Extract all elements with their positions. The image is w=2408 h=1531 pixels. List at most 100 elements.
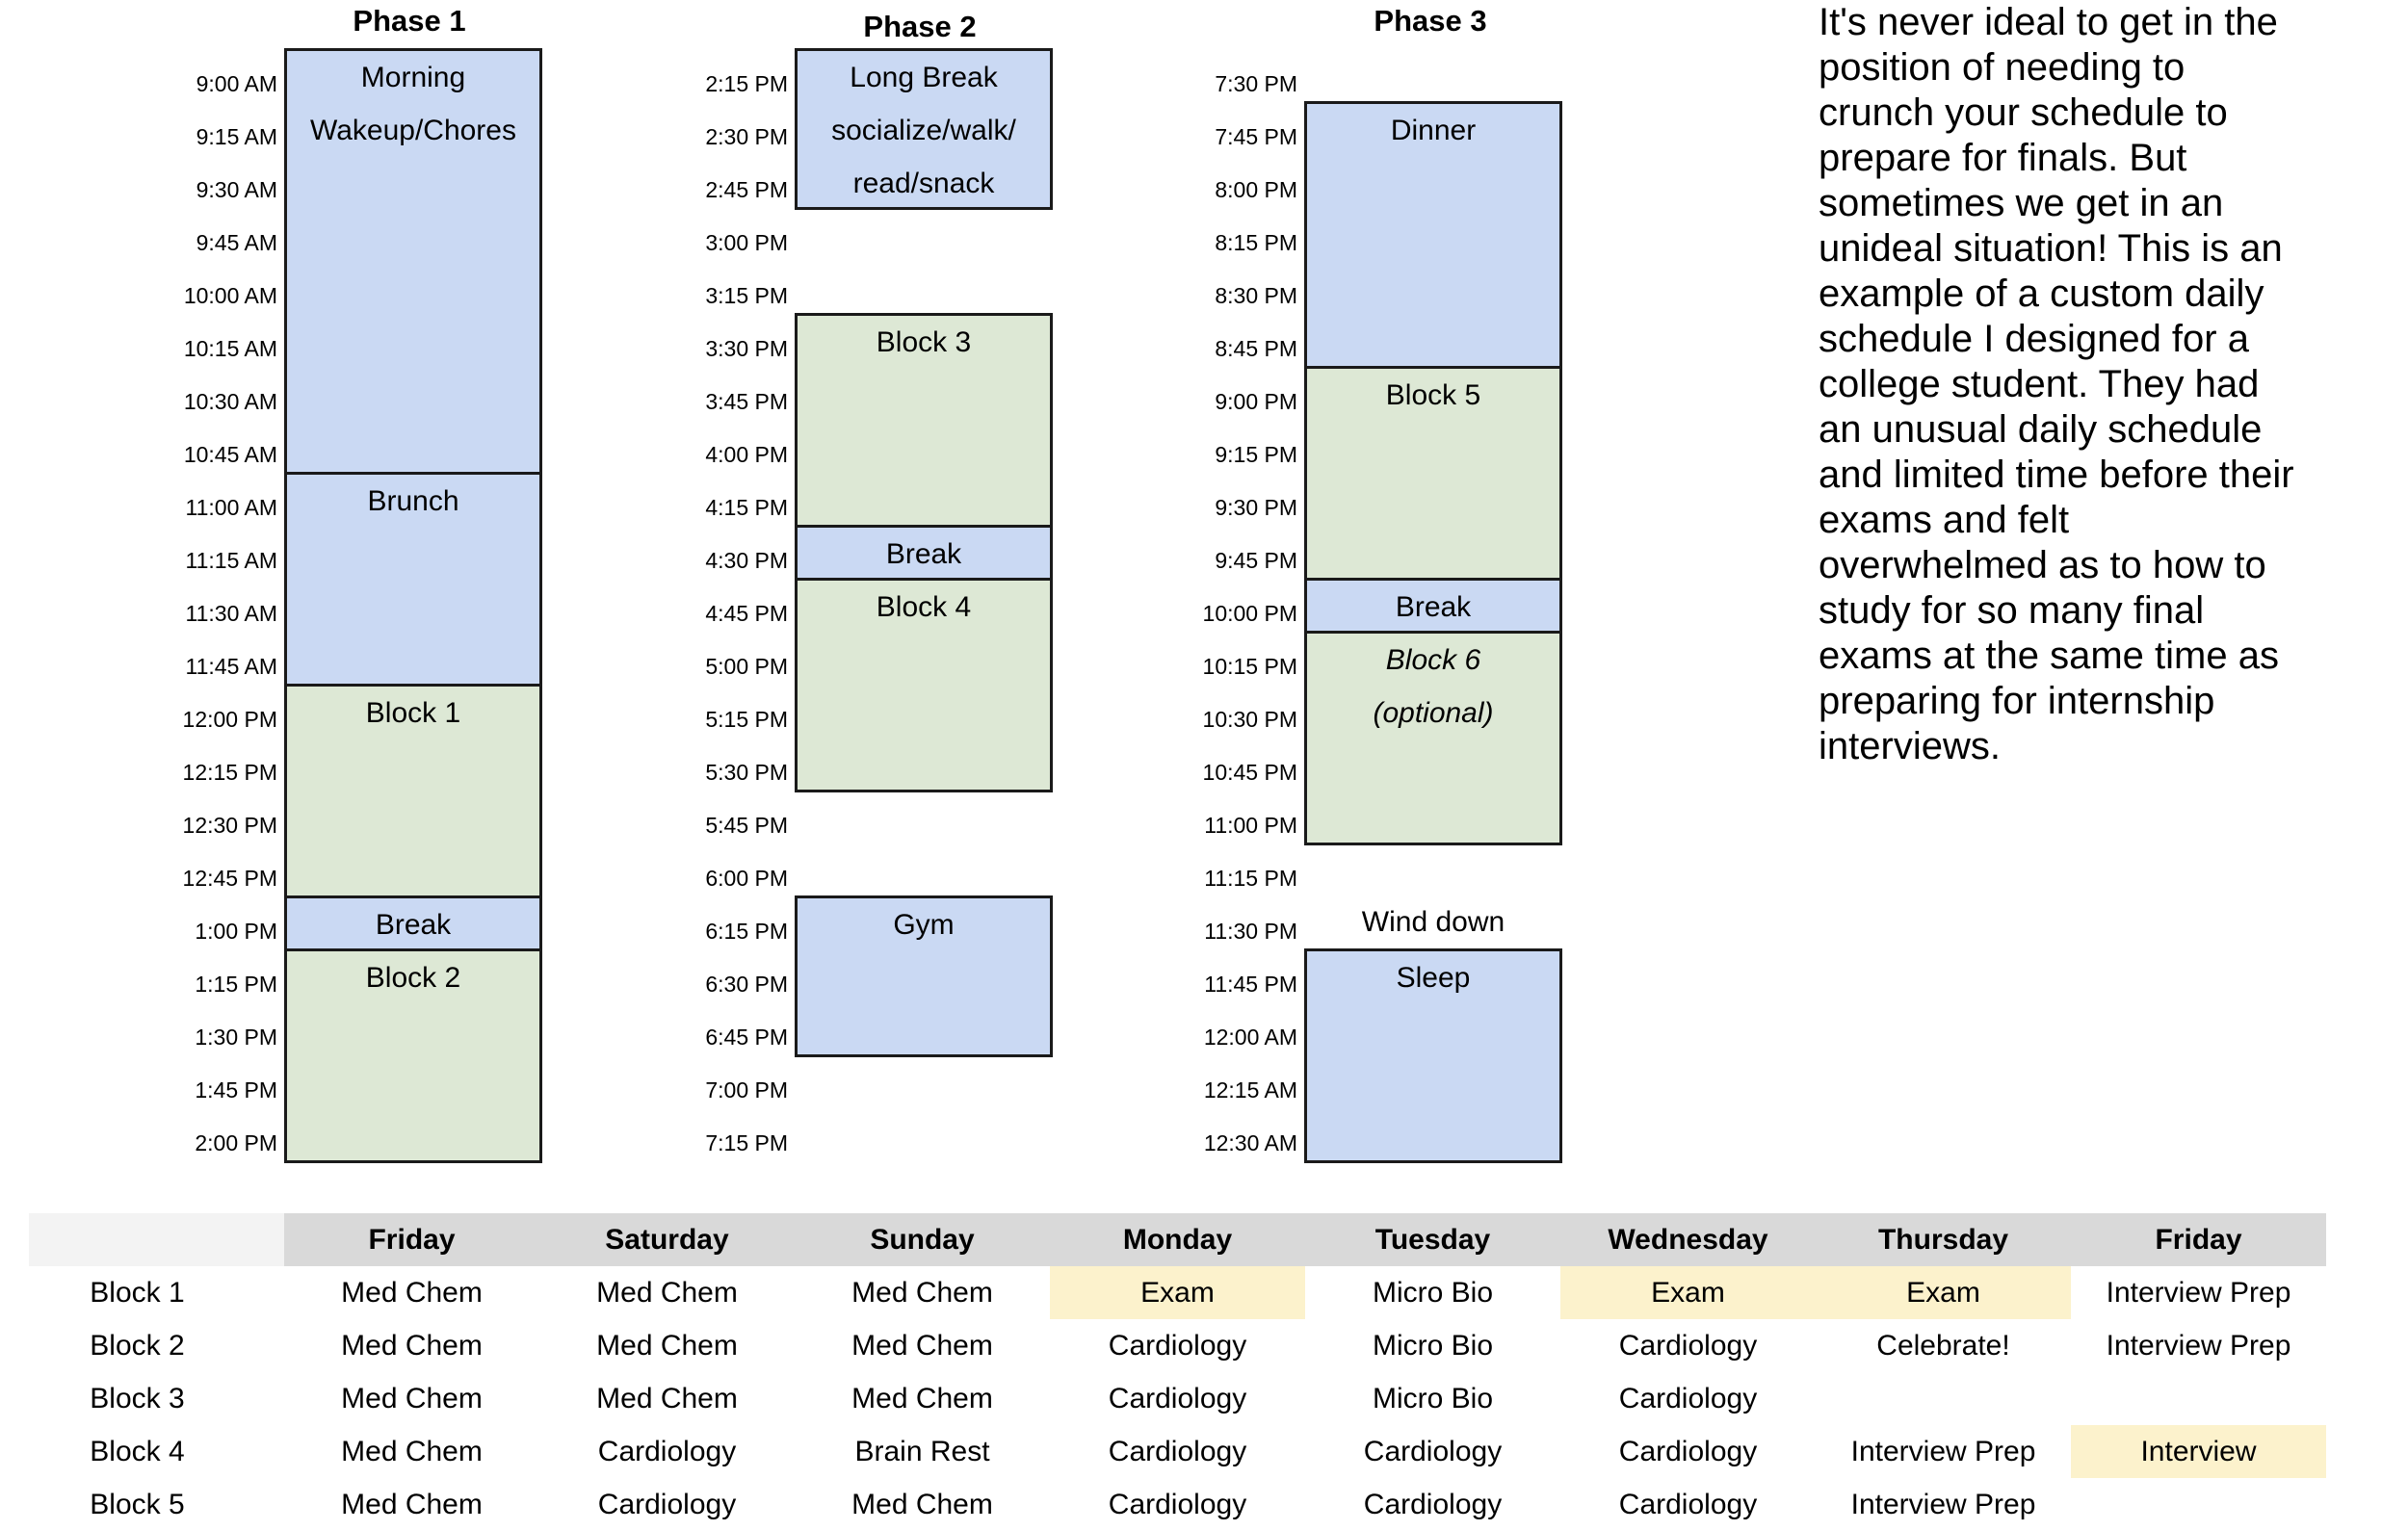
table-cell: Exam — [1050, 1266, 1305, 1319]
table-cell: Med Chem — [596, 1330, 738, 1362]
time-label: 9:45 AM — [196, 230, 277, 255]
table-cell: Med Chem — [341, 1330, 483, 1362]
time-label: 10:30 PM — [1202, 707, 1297, 732]
time-label: 5:30 PM — [705, 760, 788, 785]
schedule-block-label: Gym — [893, 909, 955, 941]
time-label: 6:00 PM — [705, 866, 788, 891]
table-cell: Interview — [2071, 1425, 2326, 1478]
time-label: 4:15 PM — [705, 495, 788, 520]
schedule-block-label: Brunch — [367, 485, 459, 517]
schedule-block: Break — [1304, 578, 1562, 634]
day-header: Sunday — [795, 1213, 1050, 1266]
time-label: 4:45 PM — [705, 601, 788, 626]
table-cell — [2071, 1478, 2326, 1531]
time-label: 10:15 PM — [1202, 654, 1297, 679]
day-header: Wednesday — [1560, 1213, 1816, 1266]
row-label: Block 2 — [90, 1330, 185, 1362]
table-cell: Micro Bio — [1372, 1277, 1494, 1309]
day-header: Friday — [2071, 1213, 2326, 1266]
schedule-block-label: Block 2 — [365, 962, 461, 994]
table-cell: Cardiology — [1108, 1330, 1247, 1362]
schedule-block-label: Sleep — [1396, 962, 1471, 994]
schedule-block-label: Break — [375, 909, 452, 941]
time-label: 6:45 PM — [705, 1025, 788, 1050]
table-cell: Cardiology — [1108, 1489, 1247, 1520]
schedule-block: Block 3 — [795, 313, 1053, 528]
time-label: 5:45 PM — [705, 813, 788, 838]
phase-1-title: Phase 1 — [353, 4, 466, 38]
time-label: 10:30 AM — [183, 389, 277, 414]
schedule-block: Dinner — [1304, 101, 1562, 369]
time-label: 2:45 PM — [705, 177, 788, 202]
description-note: It's never ideal to get in the position … — [1819, 1, 2294, 767]
table-cell: Cardiology — [1618, 1436, 1758, 1467]
time-label: 11:00 AM — [185, 495, 277, 520]
schedule-block-label: Dinner — [1390, 115, 1477, 146]
time-label: 9:15 AM — [196, 124, 277, 149]
time-label: 9:00 AM — [196, 71, 277, 96]
time-label: 8:45 PM — [1215, 336, 1297, 361]
table-cell: Cardiology — [1618, 1330, 1758, 1362]
schedule-block: Break — [795, 525, 1053, 581]
schedule-block-label: Block 3 — [876, 326, 972, 358]
schedule-block-label: read/snack — [852, 168, 995, 199]
table-cell: Cardiology — [1363, 1436, 1503, 1467]
time-label: 9:45 PM — [1215, 548, 1297, 573]
time-label: 3:00 PM — [705, 230, 788, 255]
schedule-block-label: (optional) — [1373, 697, 1494, 729]
time-label: 11:30 AM — [185, 601, 277, 626]
table-cell: Celebrate! — [1876, 1330, 2010, 1362]
time-label: 5:15 PM — [705, 707, 788, 732]
time-label: 2:15 PM — [705, 71, 788, 96]
day-header: Thursday — [1816, 1213, 2071, 1266]
time-label: 11:15 PM — [1204, 866, 1297, 891]
schedule-block: Block 6 (optional) — [1304, 631, 1562, 845]
time-label: 9:30 PM — [1215, 495, 1297, 520]
time-label: 9:15 PM — [1215, 442, 1297, 467]
schedule-block: Brunch — [284, 472, 542, 687]
row-label: Block 3 — [90, 1383, 185, 1414]
time-label: 12:30 PM — [182, 813, 277, 838]
time-label: 9:30 AM — [196, 177, 277, 202]
time-label: 9:00 PM — [1215, 389, 1297, 414]
time-label: 12:45 PM — [182, 866, 277, 891]
time-label: 1:30 PM — [195, 1025, 277, 1050]
time-label: 7:45 PM — [1215, 124, 1297, 149]
time-label: 3:15 PM — [705, 283, 788, 308]
time-label: 3:45 PM — [705, 389, 788, 414]
table-corner — [29, 1213, 284, 1266]
time-label: 8:15 PM — [1215, 230, 1297, 255]
phase-2-title: Phase 2 — [863, 10, 977, 43]
table-cell: Med Chem — [341, 1436, 483, 1467]
time-label: 12:30 AM — [1203, 1130, 1297, 1155]
time-label: 5:00 PM — [705, 654, 788, 679]
wind-down-label: Wind down — [1361, 906, 1505, 938]
table-cell: Med Chem — [851, 1277, 993, 1309]
day-header: Monday — [1050, 1213, 1305, 1266]
schedule-block: Gym — [795, 895, 1053, 1057]
schedule-block-label: Block 4 — [876, 591, 972, 623]
time-label: 6:30 PM — [705, 972, 788, 997]
table-cell: Micro Bio — [1372, 1383, 1494, 1414]
time-label: 3:30 PM — [705, 336, 788, 361]
schedule-block-label: Morning — [360, 62, 466, 93]
table-cell: Med Chem — [851, 1489, 993, 1520]
day-header: Tuesday — [1305, 1213, 1560, 1266]
table-cell: Cardiology — [1108, 1436, 1247, 1467]
day-header: Friday — [284, 1213, 539, 1266]
time-label: 7:15 PM — [705, 1130, 788, 1155]
table-cell: Cardiology — [597, 1489, 737, 1520]
time-label: 2:00 PM — [195, 1130, 277, 1155]
time-label: 8:30 PM — [1215, 283, 1297, 308]
time-label: 4:00 PM — [705, 442, 788, 467]
table-cell: Med Chem — [341, 1489, 483, 1520]
time-label: 1:00 PM — [195, 919, 277, 944]
table-cell: Micro Bio — [1372, 1330, 1494, 1362]
time-label: 8:00 PM — [1215, 177, 1297, 202]
schedule-block: Block 1 — [284, 684, 542, 898]
schedule-block-label: Break — [1395, 591, 1472, 623]
day-header: Saturday — [539, 1213, 795, 1266]
table-cell: Cardiology — [597, 1436, 737, 1467]
table-cell — [1816, 1372, 2071, 1425]
row-label: Block 5 — [90, 1489, 185, 1520]
